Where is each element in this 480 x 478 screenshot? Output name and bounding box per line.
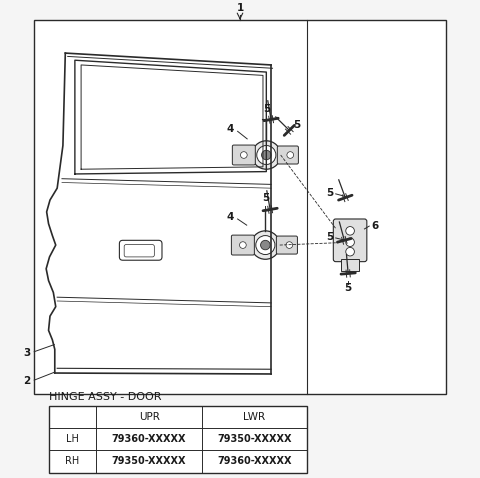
Text: HINGE ASSY - DOOR: HINGE ASSY - DOOR [48,392,161,402]
Text: LWR: LWR [243,412,265,422]
Text: LH: LH [66,434,79,444]
Circle shape [261,240,270,250]
Text: 4: 4 [227,212,234,222]
Text: 5: 5 [345,283,352,293]
Text: 6: 6 [372,221,379,231]
Circle shape [256,236,275,255]
Circle shape [346,248,354,256]
Circle shape [286,242,293,249]
Circle shape [287,152,294,158]
Text: 5: 5 [294,120,301,130]
Text: 5: 5 [263,104,270,114]
Text: 79360-XXXXX: 79360-XXXXX [217,456,292,467]
Text: 3: 3 [23,348,30,358]
FancyBboxPatch shape [277,146,299,164]
FancyBboxPatch shape [276,236,298,254]
Circle shape [252,141,281,169]
Text: 79360-XXXXX: 79360-XXXXX [112,434,186,444]
Circle shape [251,231,280,259]
Text: 2: 2 [23,376,30,386]
Circle shape [346,227,354,235]
FancyBboxPatch shape [124,245,155,257]
Text: UPR: UPR [139,412,159,422]
Bar [48,406,307,473]
Circle shape [346,238,354,247]
Text: 79350-XXXXX: 79350-XXXXX [112,456,186,467]
Circle shape [257,145,276,164]
Text: 5: 5 [262,193,269,203]
Circle shape [240,242,246,249]
FancyBboxPatch shape [231,235,254,255]
FancyBboxPatch shape [341,259,359,271]
Circle shape [262,150,271,160]
Text: 4: 4 [227,124,234,134]
Circle shape [240,152,247,158]
FancyBboxPatch shape [120,240,162,260]
Text: 5: 5 [326,188,334,198]
Bar [34,20,446,394]
Text: 79350-XXXXX: 79350-XXXXX [217,434,292,444]
Text: 1: 1 [236,3,244,13]
Text: RH: RH [65,456,80,467]
Text: 5: 5 [326,232,334,242]
FancyBboxPatch shape [232,145,255,165]
FancyBboxPatch shape [333,219,367,261]
